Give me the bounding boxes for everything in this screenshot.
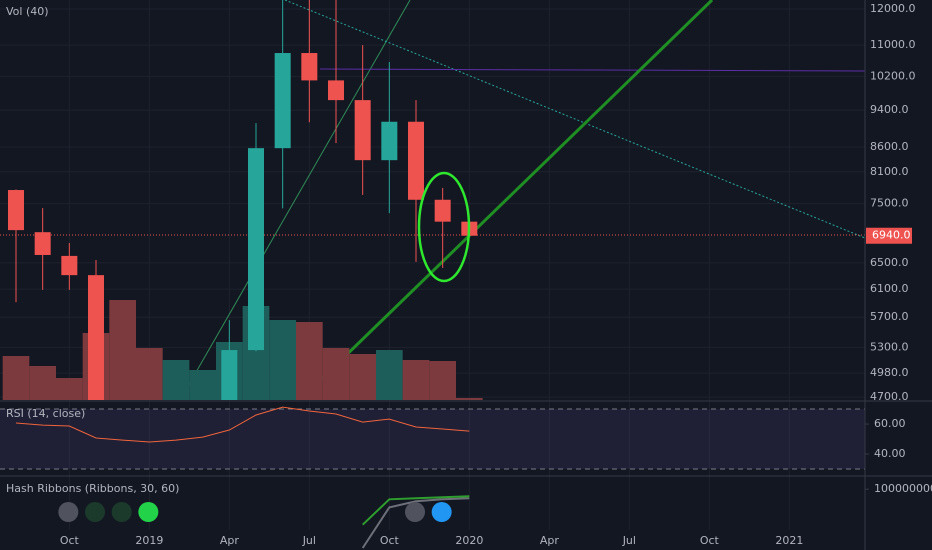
last-price-box: [866, 227, 912, 244]
signal-dot: [85, 502, 105, 522]
candle-body: [328, 80, 344, 101]
x-tick-label: 2019: [135, 534, 163, 547]
x-tick-label: Oct: [700, 534, 720, 547]
pane-title: RSI (14, close): [6, 407, 85, 420]
y-tick-label: 8600.0: [870, 140, 909, 153]
line: [361, 497, 470, 549]
signal-dot: [58, 502, 79, 522]
volume-bar: [322, 348, 350, 400]
y-tick-label: 60.00: [874, 417, 906, 430]
x-tick-label: Oct: [380, 534, 400, 547]
x-tick-label: 2020: [455, 534, 483, 547]
pane-title: Vol (40): [6, 5, 49, 18]
y-tick-label: 7500.0: [870, 197, 909, 210]
x-tick-label: 2021: [775, 534, 803, 547]
signal-dot: [138, 502, 159, 522]
candle-body: [408, 121, 424, 200]
candle-body: [61, 255, 78, 276]
y-tick-label: 4980.0: [870, 366, 909, 379]
trend-line: [298, 0, 714, 400]
signal-dot: [431, 502, 452, 522]
candle-body: [301, 53, 318, 81]
line: [362, 495, 470, 526]
volume-bar: [296, 322, 323, 400]
hash-pane: [58, 488, 869, 549]
x-tick-label: Jul: [302, 534, 316, 547]
y-tick-label: 10200.0: [870, 69, 916, 82]
signal-dot: [111, 502, 132, 522]
y-tick-label: 4700.0: [870, 390, 909, 403]
candle-body: [381, 121, 398, 161]
volume-bar: [456, 398, 483, 400]
last-price-label: 6940.0: [872, 229, 911, 242]
volume-bar: [56, 378, 83, 400]
volume-bar: [376, 350, 403, 400]
volume-bar: [2, 356, 30, 400]
y-tick-label: 9400.0: [870, 103, 909, 116]
y-tick-label: 40.00: [874, 447, 906, 460]
trend-line: [284, 0, 865, 239]
annotation-ellipse: [417, 171, 471, 283]
candle-body: [8, 190, 24, 231]
rsi-band: [0, 409, 865, 470]
line: [15, 406, 470, 443]
y-tick-label: 5300.0: [870, 340, 909, 353]
x-tick-label: Apr: [220, 534, 240, 547]
candle-body: [221, 350, 238, 400]
candle-body: [88, 275, 104, 400]
signal-dot: [405, 502, 425, 522]
volume-bar: [349, 354, 376, 400]
volume-bar: [109, 300, 136, 400]
candle-body: [354, 100, 371, 161]
y-tick-label: 100000000.0: [874, 482, 932, 495]
volume-bar: [29, 366, 56, 400]
volume-bar: [162, 360, 190, 400]
x-tick-label: Oct: [60, 534, 80, 547]
y-tick-label: 6100.0: [870, 282, 909, 295]
candle-body: [248, 148, 264, 351]
x-tick-label: Apr: [540, 534, 560, 547]
y-tick-label: 12000.0: [870, 2, 916, 15]
volume-bar: [402, 360, 430, 400]
y-tick-label: 6500.0: [870, 256, 909, 269]
x-tick-label: Jul: [622, 534, 636, 547]
volume-bar: [269, 320, 296, 400]
trend-line: [179, 0, 411, 400]
y-tick-label: 5700.0: [870, 310, 909, 323]
volume-bar: [429, 361, 456, 400]
horizontal-line: [319, 68, 865, 72]
series-group: [361, 495, 470, 549]
candle-body: [34, 232, 51, 255]
volume-bar: [136, 348, 163, 400]
y-tick-label: 11000.0: [870, 38, 916, 51]
y-tick-label: 8100.0: [870, 165, 909, 178]
candle-body: [274, 53, 291, 149]
candle-body: [434, 199, 451, 222]
volume-bar: [189, 370, 216, 400]
pane-title: Hash Ribbons (Ribbons, 30, 60): [6, 482, 179, 495]
rsi-pane: [0, 406, 869, 470]
price-pane: [0, 0, 865, 400]
